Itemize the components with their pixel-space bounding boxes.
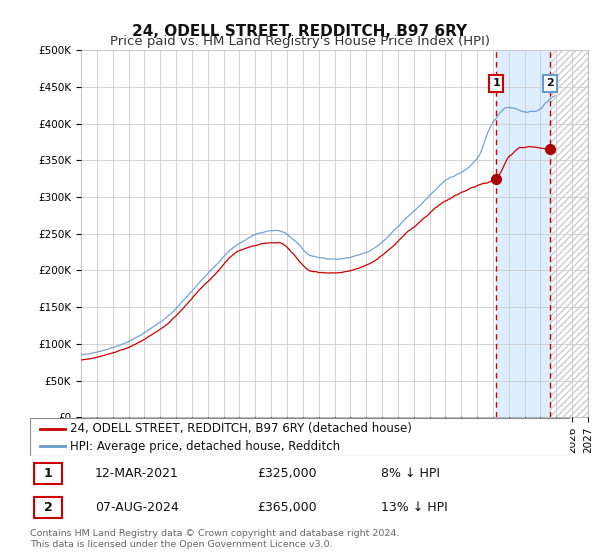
FancyBboxPatch shape <box>34 463 62 484</box>
Text: 24, ODELL STREET, REDDITCH, B97 6RY: 24, ODELL STREET, REDDITCH, B97 6RY <box>133 24 467 39</box>
Text: Contains HM Land Registry data © Crown copyright and database right 2024.
This d: Contains HM Land Registry data © Crown c… <box>30 529 400 549</box>
Text: 2: 2 <box>44 501 53 514</box>
Text: £325,000: £325,000 <box>257 467 316 480</box>
Text: 12-MAR-2021: 12-MAR-2021 <box>95 467 179 480</box>
Text: 1: 1 <box>492 78 500 88</box>
Text: 2: 2 <box>546 78 554 88</box>
Text: 1: 1 <box>44 467 53 480</box>
Text: HPI: Average price, detached house, Redditch: HPI: Average price, detached house, Redd… <box>71 440 341 452</box>
Text: 07-AUG-2024: 07-AUG-2024 <box>95 501 179 514</box>
Text: 13% ↓ HPI: 13% ↓ HPI <box>381 501 448 514</box>
Text: Price paid vs. HM Land Registry's House Price Index (HPI): Price paid vs. HM Land Registry's House … <box>110 35 490 48</box>
FancyBboxPatch shape <box>34 497 62 519</box>
Text: £365,000: £365,000 <box>257 501 316 514</box>
Bar <box>496 50 550 417</box>
Bar <box>550 50 588 417</box>
Text: 24, ODELL STREET, REDDITCH, B97 6RY (detached house): 24, ODELL STREET, REDDITCH, B97 6RY (det… <box>71 422 412 435</box>
FancyBboxPatch shape <box>30 418 570 456</box>
Text: 8% ↓ HPI: 8% ↓ HPI <box>381 467 440 480</box>
